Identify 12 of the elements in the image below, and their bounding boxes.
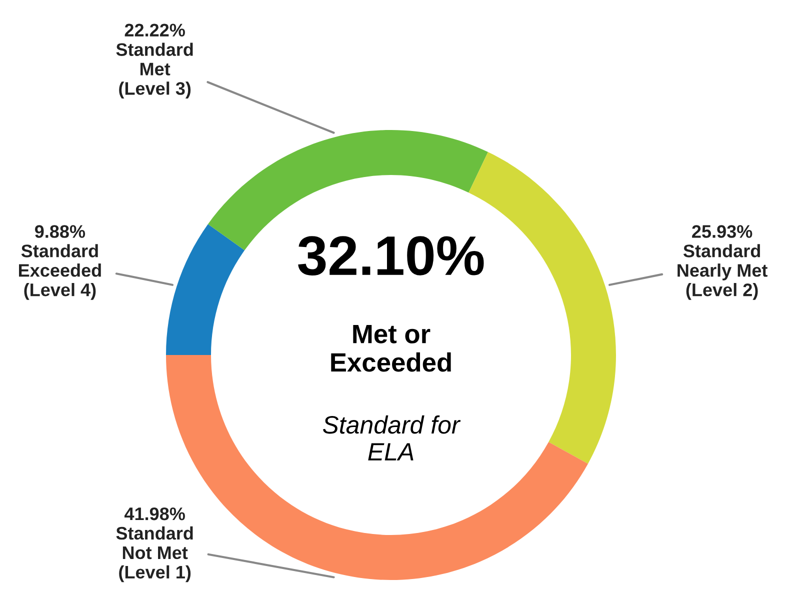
- data-label: 25.93%: [692, 225, 752, 238]
- slice-label: Standard Exceeded (Level 4): [19, 244, 101, 300]
- data-label: 41.98%: [124, 507, 185, 520]
- text: Standard for ELA: [322, 415, 461, 460]
- data-label: 9.88%: [34, 225, 86, 238]
- slice-label: Standard Not Met (Level 1): [116, 526, 193, 582]
- text: Met or Exceeded: [331, 324, 451, 372]
- data-label: 22.22%: [124, 24, 185, 36]
- slice-label: Standard Met (Level 3): [116, 42, 193, 98]
- text: 32.10%: [298, 236, 484, 276]
- slice-label: Standard Nearly Met (Level 2): [678, 244, 768, 300]
- donut-slice: [166, 224, 245, 355]
